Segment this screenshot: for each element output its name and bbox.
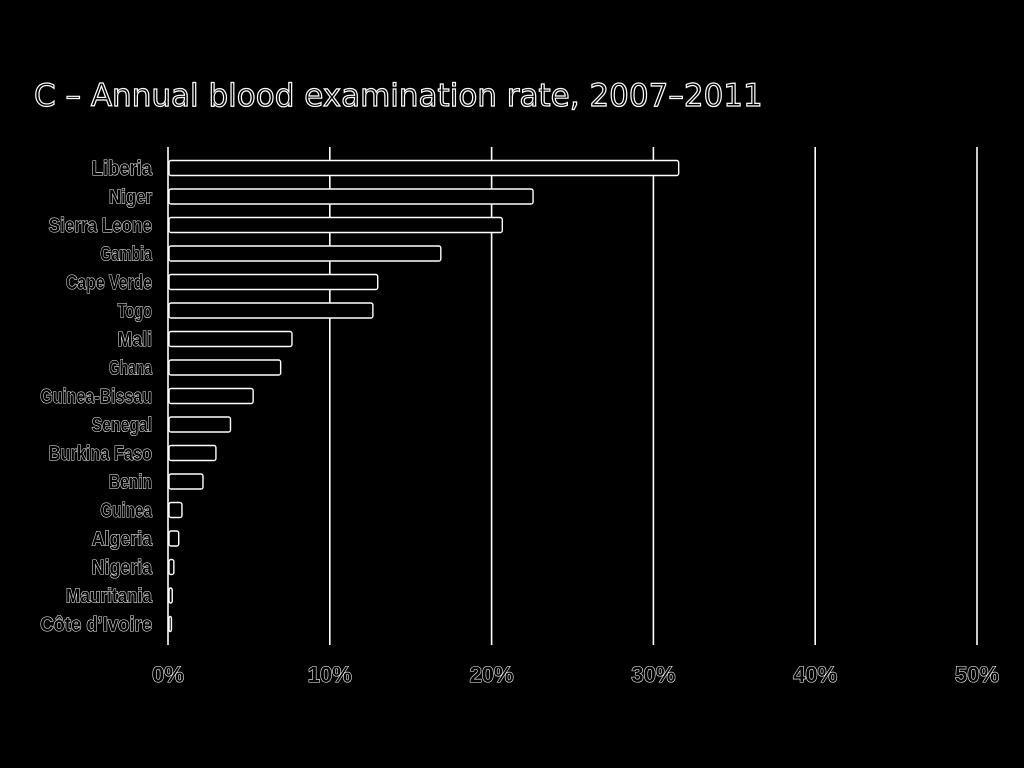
chart-title: C – Annual blood examination rate, 2007–…: [33, 77, 763, 114]
category-label: Cape Verde: [66, 272, 152, 294]
category-label: Guinea: [100, 500, 152, 522]
x-tick-label: 20%: [470, 662, 514, 687]
bar: [168, 587, 173, 604]
bars: [168, 159, 680, 633]
category-label: Ghana: [109, 358, 153, 380]
bar: [168, 530, 180, 547]
category-label: Algeria: [92, 529, 153, 551]
bar: [168, 501, 183, 519]
bar: [168, 387, 254, 405]
bar: [168, 302, 374, 319]
category-label: Guinea-Bissau: [40, 386, 152, 408]
x-tick-labels: 0% 10% 20% 30% 40% 50%: [152, 661, 1000, 687]
category-label: Nigeria: [92, 557, 153, 579]
category-label: Gambia: [100, 244, 152, 266]
bar: [168, 159, 680, 177]
x-tick-label: 50%: [955, 662, 999, 687]
x-tick-label: 40%: [793, 662, 837, 687]
bar: [168, 330, 293, 348]
category-label: Côte d’Ivoire: [40, 614, 152, 636]
bar: [168, 558, 175, 576]
category-label: Benin: [109, 472, 152, 494]
bar: [168, 245, 442, 262]
bar: [168, 216, 504, 234]
category-label: Burkina Faso: [49, 443, 152, 465]
category-label: Togo: [118, 301, 152, 323]
category-labels: Liberia Niger Sierra Leone Gambia Cape Verde…: [40, 157, 154, 636]
bar: [168, 615, 173, 633]
bar: [168, 473, 204, 490]
category-label: Niger: [109, 187, 152, 209]
x-tick-label: 30%: [631, 662, 675, 687]
bar: [168, 273, 379, 291]
x-tick-label: 10%: [308, 662, 352, 687]
category-label: Senegal: [92, 415, 152, 437]
bar: [168, 188, 534, 205]
category-label: Sierra Leone: [49, 215, 152, 237]
bar: [168, 359, 282, 376]
category-label: Liberia: [92, 158, 153, 180]
category-label: Mali: [118, 329, 152, 351]
x-tick-label: 0%: [152, 662, 184, 687]
category-label: Mauritania: [66, 586, 153, 608]
bar: [168, 416, 232, 433]
bar: [168, 444, 217, 462]
